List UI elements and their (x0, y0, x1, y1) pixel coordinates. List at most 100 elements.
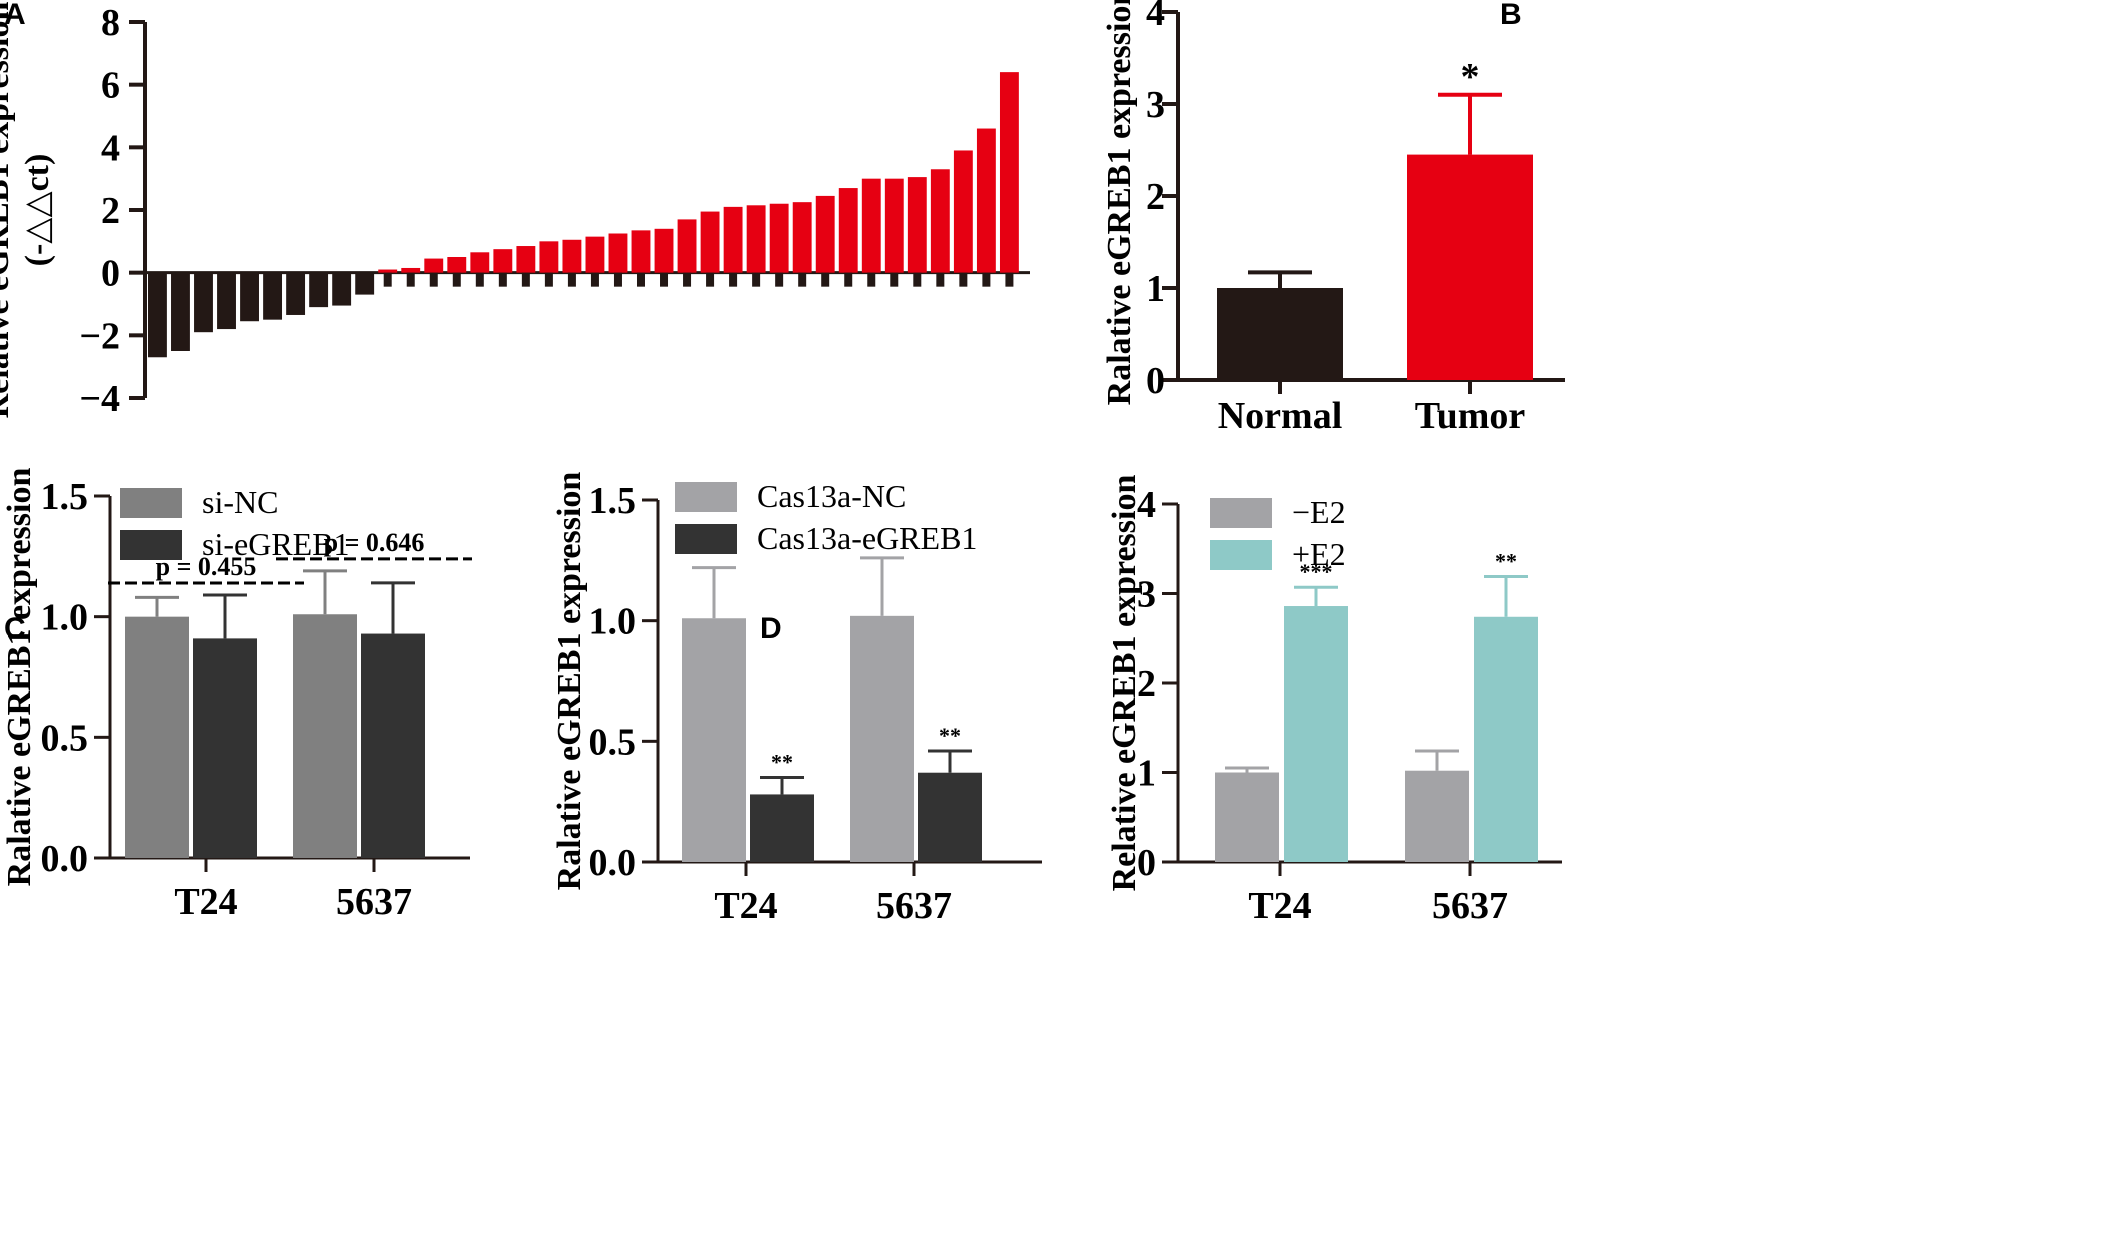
y-tick-label: 2 (1146, 176, 1165, 218)
legend-swatch (1210, 540, 1272, 570)
bar-tick (775, 272, 784, 287)
bar-tick (752, 272, 761, 287)
data-bar (750, 794, 814, 862)
data-bar (1405, 770, 1469, 862)
panel-a-tick-labels: 8 6 4 2 0 −2 −4 (79, 2, 120, 420)
bar-tick (729, 272, 738, 287)
x-tick-label: 5637 (1432, 885, 1508, 927)
panel-letter-c: C (4, 612, 26, 645)
legend-label: Cas13a-eGREB1 (757, 520, 977, 556)
y-tick-label: 2 (101, 190, 120, 232)
data-bar (470, 252, 490, 273)
data-bar (493, 249, 513, 273)
data-bar (309, 272, 329, 308)
panel-d: D Ralative eGREB1 expression ** ** 1.5 1.0… (551, 472, 1042, 927)
y-tick-label: 1.0 (41, 597, 89, 639)
data-bar (884, 178, 904, 273)
panel-e-legend: −E2+E2 (1210, 494, 1346, 572)
legend-label: si-NC (202, 484, 278, 520)
panel-e: E Relative eGREB1 expression ***** 43210… (1106, 475, 1562, 927)
y-axis-label-text: Ralative eGREB1 expression (1101, 0, 1138, 405)
data-bar (1217, 288, 1343, 380)
data-bar (424, 258, 444, 273)
y-tick-label: 6 (101, 65, 120, 107)
bar-tick (567, 272, 576, 287)
y-axis-label-text: Ralative eGREB1 expression (1, 468, 38, 887)
y-tick-label: 3 (1137, 574, 1156, 616)
panel-c: C Ralative eGREB1 expression p = 0.455p … (1, 468, 472, 923)
legend-label: si-eGREB1 (202, 526, 350, 562)
y-tick-label: 8 (101, 2, 120, 44)
data-bar (907, 177, 927, 273)
data-bar (1474, 616, 1538, 862)
panel-letter-b: B (1500, 0, 1522, 31)
data-bar (746, 205, 766, 273)
significance-label: ** (771, 750, 793, 775)
y-tick-label: 1.5 (589, 480, 637, 522)
panel-a-bars (148, 72, 1019, 358)
bar-tick (406, 272, 415, 287)
legend-label: −E2 (1292, 494, 1346, 530)
significance-label: ** (1495, 548, 1517, 573)
data-bar (930, 169, 950, 273)
data-bar (355, 272, 375, 295)
y-tick-label: 0.0 (589, 842, 637, 884)
data-bar (171, 272, 190, 351)
bar-tick (1005, 272, 1014, 287)
y-axis-label-text: Ralative eGREB1 expression (551, 472, 588, 891)
data-bar (125, 616, 189, 858)
data-bar (193, 638, 257, 858)
y-axis-label-text: Relative eGREB1 expression (1106, 475, 1143, 892)
panel-e-y-axis-label: Relative eGREB1 expression (1106, 475, 1143, 892)
panel-b: B Ralative eGREB1 expression * 4 3 2 1 0 Norm… (1101, 0, 1565, 437)
y-tick-label: 1 (1146, 268, 1165, 310)
y-tick-label: 0.5 (41, 717, 89, 759)
y-tick-label: 0 (1146, 360, 1165, 402)
data-bar (850, 615, 914, 862)
data-bar (976, 128, 996, 273)
bar-tick (613, 272, 622, 287)
x-tick-label: 5637 (336, 881, 412, 923)
data-bar (631, 230, 651, 273)
y-tick-label: 4 (1137, 484, 1156, 526)
data-bar (516, 246, 536, 273)
x-tick-label: T24 (1248, 885, 1311, 927)
panel-letter-a: A (4, 0, 26, 31)
y-tick-label: 4 (1146, 0, 1165, 34)
data-bar (815, 195, 835, 273)
data-bar (539, 241, 559, 273)
data-bar (361, 633, 425, 858)
bar-tick (636, 272, 645, 287)
y-tick-label: 0.0 (41, 838, 89, 880)
x-tick-label: Tumor (1415, 395, 1526, 437)
y-axis-label-text: Relative eGREB1 expression (0, 2, 16, 419)
bar-tick (521, 272, 530, 287)
y-tick-label: 1.5 (41, 476, 89, 518)
bar-tick (683, 272, 692, 287)
panel-c-y-axis-label: Ralative eGREB1 expression (1, 468, 38, 887)
legend-swatch (1210, 498, 1272, 528)
bar-tick (890, 272, 899, 287)
y-tick-label: 1 (1137, 753, 1156, 795)
data-bar (677, 219, 697, 273)
panel-d-bars: ** ** (682, 556, 982, 862)
panel-b-bars: * (1217, 56, 1533, 394)
panel-e-tick-labels: 4 3 2 1 0 T24 5637 (1137, 484, 1508, 927)
data-bar (562, 239, 582, 273)
y-axis-label-text: (-△△ct) (19, 154, 56, 267)
significance-label: * (1461, 56, 1480, 98)
data-bar (861, 178, 881, 273)
data-bar (148, 272, 167, 358)
panel-a: A Relative eGREB1 expression(-△△ct) 8 6 4 2… (0, 0, 1030, 420)
bar-tick (706, 272, 715, 287)
panel-e-bars: *** ** (1215, 548, 1538, 862)
significance-label: *** (1300, 559, 1333, 584)
legend-swatch (675, 482, 737, 512)
panel-d-y-axis-label: Ralative eGREB1 expression (551, 472, 588, 891)
bar-tick (660, 272, 669, 287)
bar-tick (429, 272, 438, 287)
bar-tick (982, 272, 991, 287)
pvalue-label: p = 0.646 (324, 528, 425, 557)
